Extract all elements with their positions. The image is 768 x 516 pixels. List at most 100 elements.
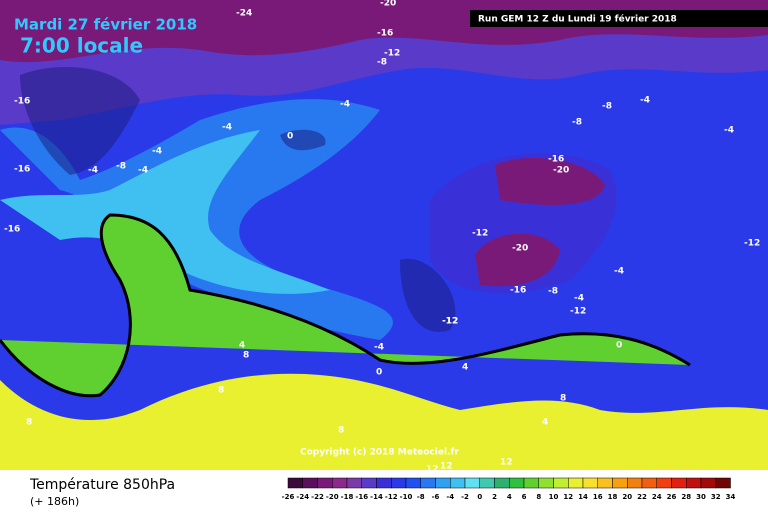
contour-label: -12 — [570, 307, 586, 317]
legend-swatch — [317, 477, 333, 489]
legend-swatch — [523, 477, 539, 489]
legend-tick-label: 16 — [593, 493, 603, 501]
legend-tick-label: -24 — [296, 493, 309, 501]
legend-tick-label: 8 — [536, 493, 541, 501]
legend-tick-label: -14 — [370, 493, 383, 501]
legend-swatch — [553, 477, 569, 489]
legend-swatch — [376, 477, 392, 489]
legend-tick-label: -18 — [341, 493, 354, 501]
contour-label: -12 — [442, 317, 458, 327]
legend-tick-label: 6 — [522, 493, 527, 501]
legend-swatch — [568, 477, 584, 489]
legend-swatch — [686, 477, 702, 489]
warmer-region — [0, 373, 768, 470]
contour-label: -20 — [553, 166, 569, 176]
contour-label: 8 — [338, 426, 344, 436]
legend-tick-label: -10 — [400, 493, 413, 501]
contour-label: -12 — [442, 317, 458, 327]
contour-label: -8 — [602, 102, 612, 112]
contour-label: 12 — [440, 462, 453, 472]
legend-swatch — [715, 477, 731, 489]
contour-label: -4 — [640, 96, 650, 106]
legend-swatch — [287, 477, 303, 489]
contour-label: -4 — [574, 294, 584, 304]
contour-label: -24 — [236, 9, 252, 19]
legend-swatch — [700, 477, 716, 489]
legend-swatch — [597, 477, 613, 489]
legend-tick-label: 24 — [652, 493, 662, 501]
contour-label: -4 — [152, 147, 162, 157]
contour-label: -12 — [384, 49, 400, 59]
legend-swatch — [346, 477, 362, 489]
contour-label: 4 — [542, 418, 548, 428]
zero-isotherm — [0, 213, 691, 398]
copyright: Copyright (c) 2018 Meteociel.fr — [300, 448, 459, 458]
contour-label: -8 — [377, 58, 387, 68]
legend-tick-label: 20 — [622, 493, 632, 501]
contour-label: 8 — [218, 386, 224, 396]
contour-label: -12 — [472, 229, 488, 239]
run-box — [470, 10, 768, 27]
legend-tick-label: -8 — [417, 493, 425, 501]
cold-core-baltic — [475, 233, 560, 287]
legend-swatch — [671, 477, 687, 489]
contour-label: 0 — [287, 132, 293, 142]
contour-label: -4 — [724, 126, 734, 136]
legend-tick-label: -26 — [282, 493, 295, 501]
cyan-tongue — [0, 130, 330, 294]
legend-tick-label: -4 — [446, 493, 454, 501]
contour-label: -4 — [222, 123, 232, 133]
time: 7:00 locale — [20, 34, 143, 58]
legend-swatch — [302, 477, 318, 489]
legend-tick-label: -22 — [311, 493, 324, 501]
legend-swatch — [509, 477, 525, 489]
legend-tick-label: 22 — [637, 493, 647, 501]
lead-time: (+ 186h) — [30, 495, 79, 508]
legend-tick-label: 30 — [696, 493, 706, 501]
date: Mardi 27 février 2018 — [14, 16, 197, 34]
landmass — [20, 67, 456, 332]
legend-tick-label: 12 — [563, 493, 573, 501]
legend-swatch — [494, 477, 510, 489]
contour-label: 8 — [26, 418, 32, 428]
contour-label: -4 — [138, 166, 148, 176]
contour-label: 0 — [376, 368, 382, 378]
contour-label: -4 — [340, 100, 350, 110]
legend-tick-label: 32 — [711, 493, 721, 501]
legend-swatch — [405, 477, 421, 489]
legend-tick-label: 26 — [667, 493, 677, 501]
legend-tick-label: 28 — [681, 493, 691, 501]
legend-swatch — [582, 477, 598, 489]
legend-swatch — [656, 477, 672, 489]
legend-swatch — [641, 477, 657, 489]
contour-label: -8 — [548, 287, 558, 297]
legend-swatch — [479, 477, 495, 489]
legend-tick-label: 14 — [578, 493, 588, 501]
legend-swatch — [627, 477, 643, 489]
contour-label: -20 — [380, 0, 396, 9]
contour-label: -20 — [512, 244, 528, 254]
contour-label: -12 — [744, 239, 760, 249]
cold-core-scandinavia — [495, 157, 605, 205]
contour-label: 8 — [243, 351, 249, 361]
legend-swatch — [612, 477, 628, 489]
variable: Température 850hPa — [29, 477, 175, 493]
contour-label: 12 — [426, 465, 439, 475]
contour-label: 8 — [560, 394, 566, 404]
legend-swatch — [435, 477, 451, 489]
legend-swatch — [538, 477, 554, 489]
contour-label: 4 — [239, 341, 245, 351]
legend-swatch — [464, 477, 480, 489]
contour-label: -16 — [14, 97, 30, 107]
contour-label: -4 — [374, 343, 384, 353]
legend-swatch — [391, 477, 407, 489]
legend-tick-label: -12 — [385, 493, 398, 501]
run: Run GEM 12 Z du Lundi 19 février 2018 — [478, 14, 677, 25]
legend-tick-label: -20 — [326, 493, 339, 501]
legend-swatch — [332, 477, 348, 489]
contour-label: 0 — [616, 341, 622, 351]
contour-label: -4 — [88, 166, 98, 176]
contour-label: -8 — [116, 162, 126, 172]
legend-tick-label: -2 — [461, 493, 469, 501]
legend-swatch — [450, 477, 466, 489]
